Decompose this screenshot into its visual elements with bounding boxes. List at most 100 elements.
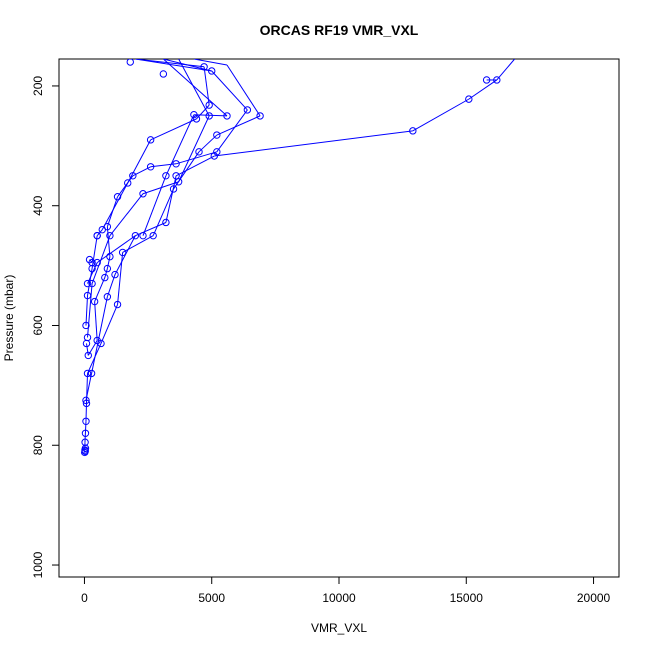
data-point [159, 70, 168, 78]
series-line-segment [96, 235, 136, 264]
data-point [149, 231, 157, 240]
data-point [83, 279, 92, 288]
series-line-segment [104, 268, 108, 278]
series-line-segment [152, 188, 175, 236]
x-tick-label: 5000 [198, 591, 225, 605]
series-line-segment [91, 235, 98, 269]
data-point [93, 231, 101, 240]
data-point [82, 321, 90, 330]
series-line-segment [87, 268, 93, 296]
series-line-segment [94, 301, 98, 341]
series-line-segment [216, 115, 261, 136]
y-axis-label: Pressure (mbar) [2, 275, 16, 362]
data-point [83, 291, 92, 300]
data-point [118, 248, 127, 257]
data-point [90, 297, 99, 306]
series-line-segment [117, 175, 134, 198]
data-point [81, 429, 90, 437]
series-line-segment [214, 130, 413, 157]
y-tick-label: 200 [31, 76, 45, 96]
data-point [192, 115, 201, 123]
plot-frame [58, 58, 620, 578]
data-point [82, 339, 91, 348]
series-line-segment [85, 343, 89, 356]
series-line-segment [87, 262, 98, 284]
data-point [113, 300, 122, 309]
series-line-segment [150, 118, 197, 141]
series-line-segment [216, 109, 248, 153]
data-point [129, 172, 137, 180]
series-line-segment [127, 139, 152, 184]
series-line-segment [85, 295, 89, 326]
data-point [190, 110, 198, 119]
data-point [213, 148, 221, 156]
series-line-segment [106, 226, 111, 257]
data-point [243, 106, 252, 114]
series-line-segment [150, 163, 177, 168]
y-tick-label: 1000 [31, 551, 45, 578]
series-line-segment [178, 59, 210, 117]
y-tick-label: 400 [31, 195, 45, 215]
data-point [87, 369, 96, 378]
x-axis-label: VMR_VXL [311, 621, 367, 635]
series-line-segment [226, 64, 261, 117]
series-line-segment [135, 59, 212, 72]
data-point [174, 178, 183, 186]
data-point [208, 67, 216, 75]
series-line-segment [496, 59, 516, 81]
series-line-segment [468, 79, 498, 100]
series-line-segment [211, 70, 248, 111]
series-line-segment [101, 182, 129, 230]
y-tick-label: 600 [31, 315, 45, 335]
series-line-segment [94, 277, 106, 302]
data-point [139, 231, 147, 240]
x-axis: 0 5000 10000 15000 20000 [81, 577, 611, 605]
x-tick-label: 0 [81, 591, 88, 605]
data-point [93, 258, 101, 267]
data-point [146, 136, 155, 144]
data-point [409, 127, 417, 135]
data-point [84, 351, 92, 360]
data-point [162, 172, 170, 180]
series-line-segment [165, 114, 195, 176]
series-line-segment [193, 114, 228, 117]
data-point [124, 179, 132, 187]
x-tick-label: 20000 [577, 591, 611, 605]
series-line-segment [142, 175, 167, 236]
data-point [223, 112, 231, 120]
series-line-segment [91, 296, 108, 374]
series-line-segment [163, 59, 228, 117]
series-line-segment [109, 193, 144, 236]
data-point [172, 172, 180, 180]
data-point [210, 152, 218, 160]
data-point [93, 336, 101, 345]
x-tick-label: 15000 [450, 591, 484, 605]
data-point [82, 417, 90, 426]
data-point [131, 231, 140, 240]
data-point [83, 369, 92, 378]
data-point [126, 59, 134, 66]
y-axis: 200 400 600 800 1000 [31, 76, 59, 578]
series-line-segment [193, 59, 228, 66]
data-point [98, 225, 106, 234]
data-point [493, 76, 501, 84]
y-tick-label: 800 [31, 435, 45, 455]
data-point [113, 193, 122, 201]
data-point [106, 252, 114, 261]
data-point [162, 218, 170, 227]
series-line-segment [87, 283, 93, 338]
x-tick-label: 10000 [322, 591, 356, 605]
data-point [465, 95, 473, 103]
data-point [213, 131, 221, 139]
data-point [205, 101, 213, 109]
data-point [169, 185, 178, 193]
series-line-segment [412, 98, 470, 132]
series-vmr-vxl [81, 59, 516, 457]
series-line-segment [178, 115, 210, 182]
data-point [82, 396, 90, 405]
data-point [146, 163, 155, 171]
data-point [172, 160, 180, 168]
data-point [101, 273, 109, 282]
data-point [205, 112, 213, 120]
